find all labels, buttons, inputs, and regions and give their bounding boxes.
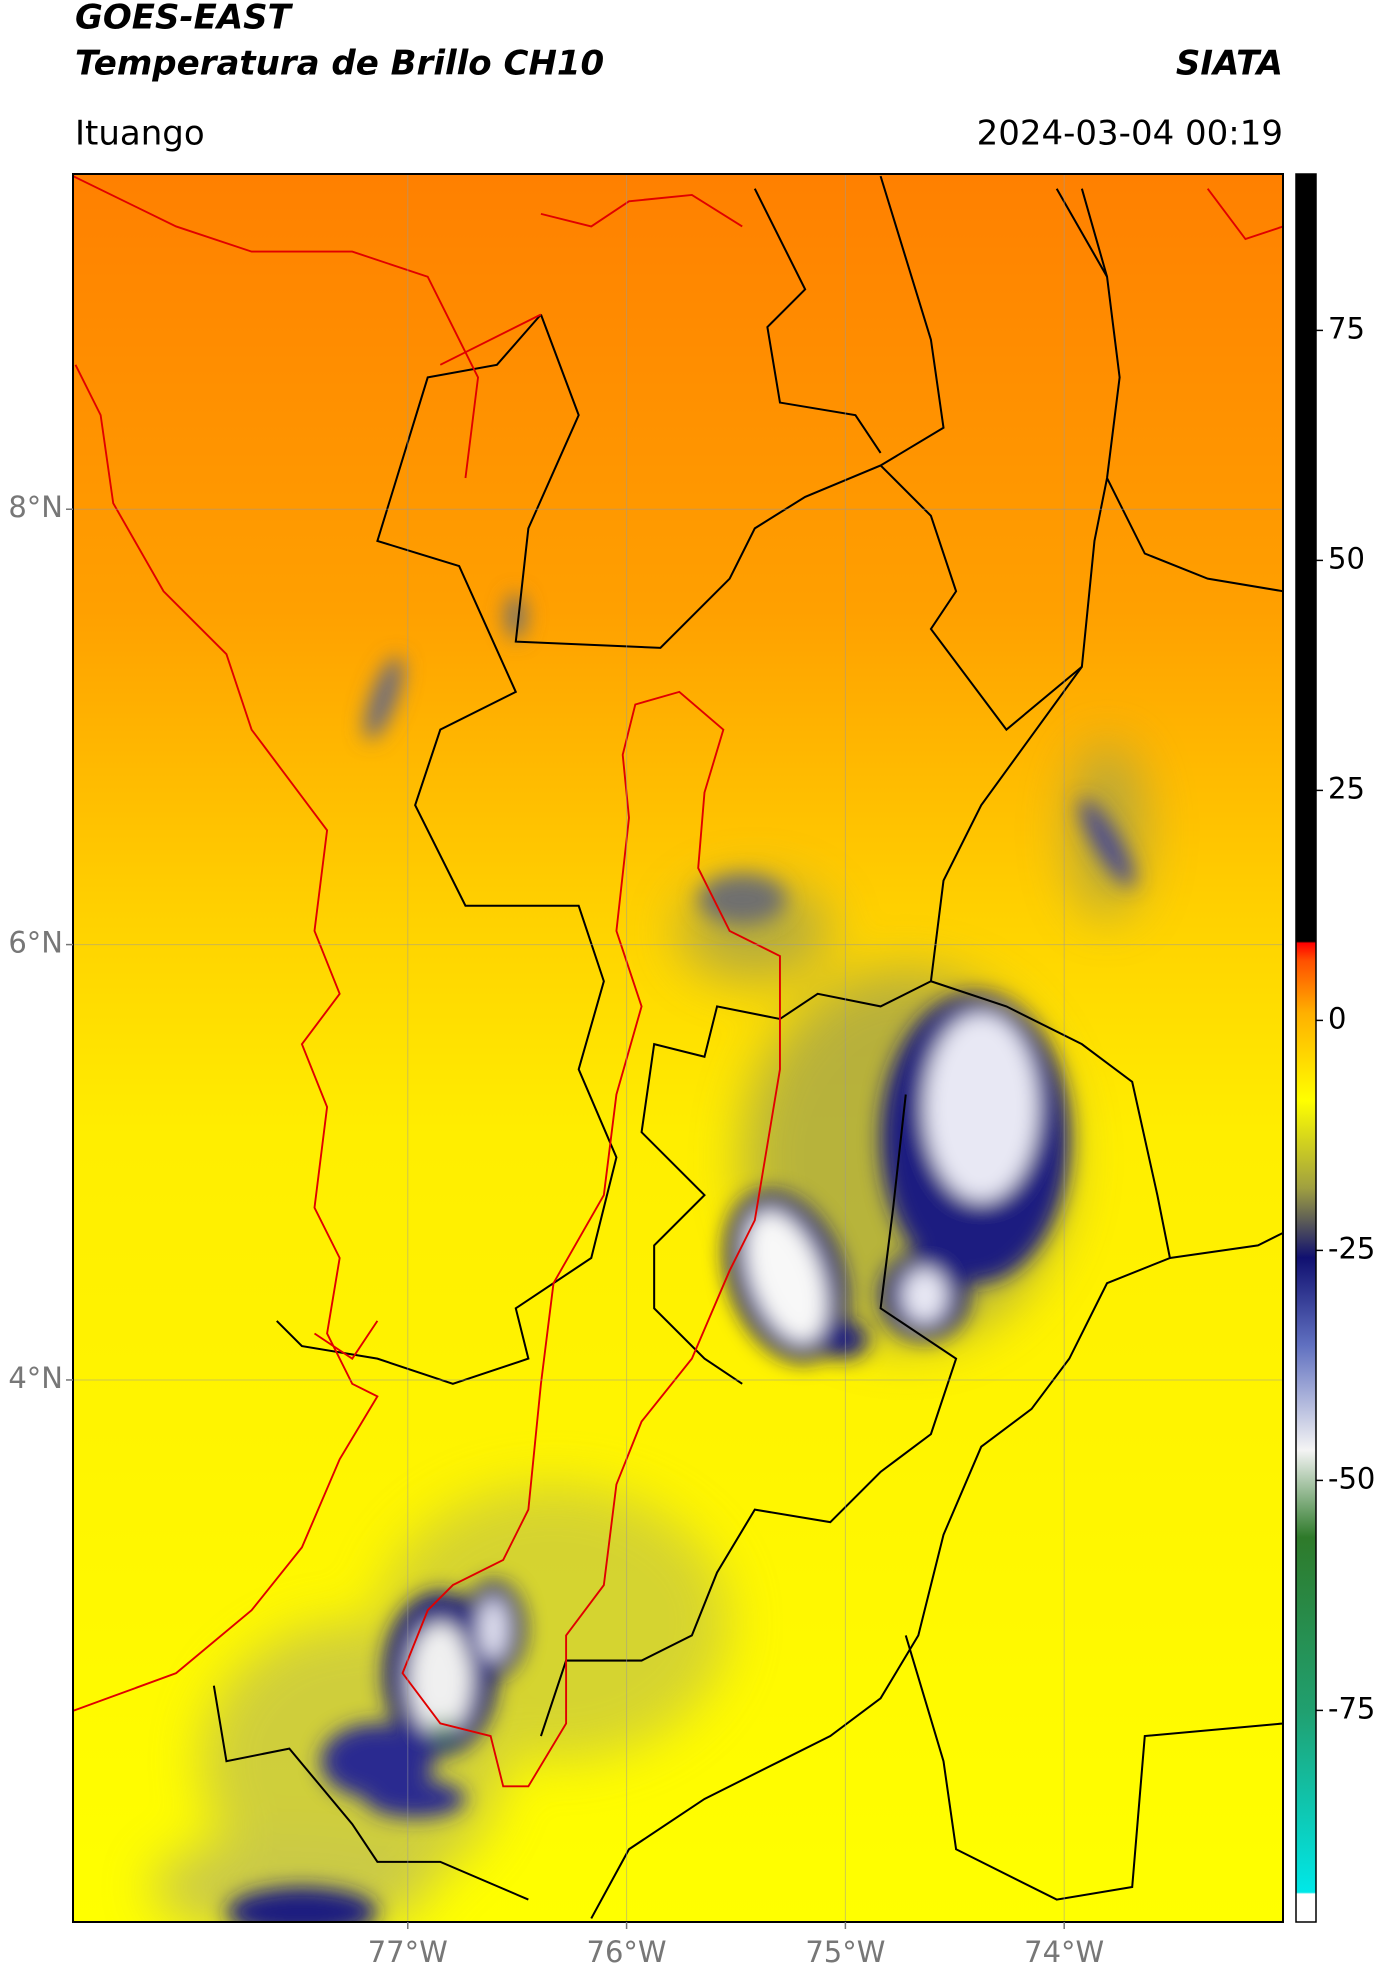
subtitle: Temperatura de Brillo CH10: [75, 44, 604, 84]
title: GOES-EAST: [75, 0, 294, 38]
y-tick-label: 8°N: [8, 490, 63, 524]
location: Ituango: [75, 114, 205, 154]
colorbar-tick-label: -75: [1328, 1691, 1375, 1725]
datetime: 2024-03-04 00:19: [977, 114, 1283, 154]
brand: SIATA: [1176, 44, 1283, 84]
grid: [73, 174, 1283, 1922]
x-tick-label: 76°W: [587, 1935, 667, 1969]
y-tick-label: 4°N: [8, 1361, 63, 1395]
map-frame: [72, 173, 1284, 1923]
colorbar-tick-label: 0: [1328, 1001, 1346, 1035]
map-image: [73, 174, 1283, 1922]
colorbar-tick-label: -25: [1328, 1231, 1375, 1265]
colorbar-tick-label: -50: [1328, 1461, 1375, 1495]
colorbar-tick-label: 25: [1328, 771, 1365, 805]
x-tick-label: 75°W: [805, 1935, 885, 1969]
colorbar-tick-label: 50: [1328, 541, 1365, 575]
x-tick-label: 74°W: [1024, 1935, 1104, 1969]
x-tick-label: 77°W: [368, 1935, 448, 1969]
colorbar: [1295, 173, 1317, 1923]
y-tick-label: 6°N: [8, 926, 63, 960]
colorbar-tick-label: 75: [1328, 311, 1365, 345]
